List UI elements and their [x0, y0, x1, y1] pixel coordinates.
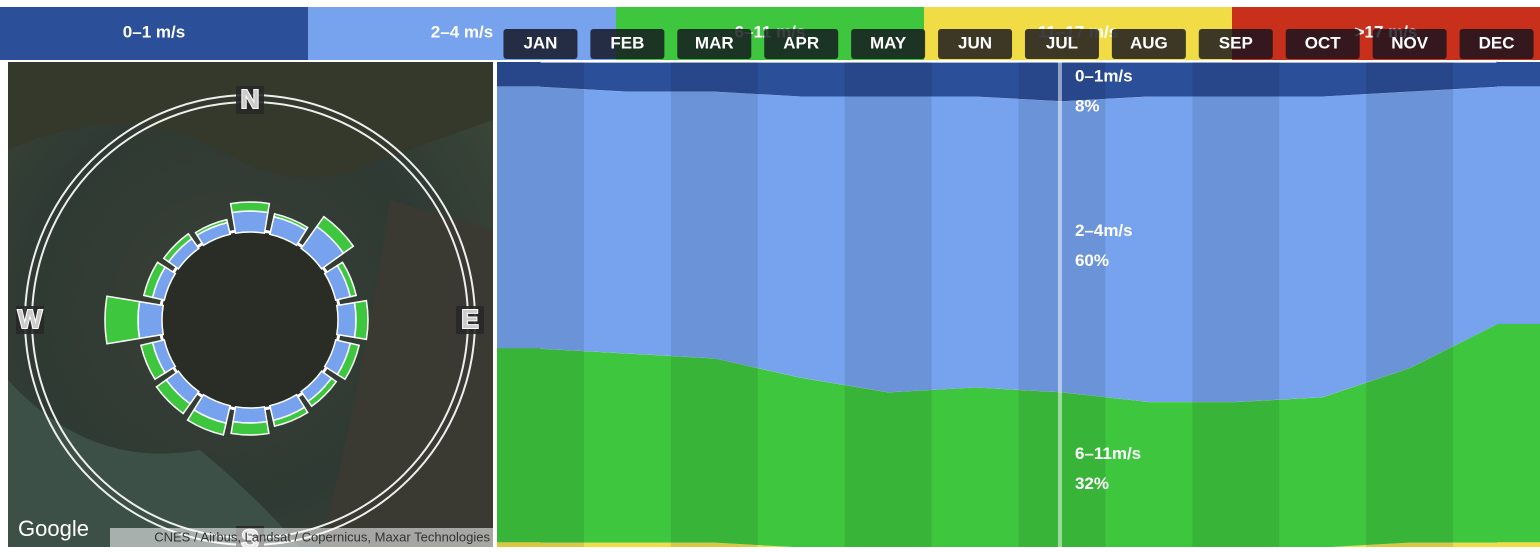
month-label: MAR: [695, 33, 734, 52]
area-edge: [1497, 86, 1540, 324]
rose-segment: [231, 202, 270, 212]
month-stripe: [1192, 62, 1279, 547]
month-label: SEP: [1219, 33, 1253, 52]
rose-segment: [231, 422, 269, 435]
area-edge: [1497, 62, 1540, 86]
month-stripe: [497, 62, 584, 547]
month-label: OCT: [1305, 33, 1342, 52]
rose-segment: [138, 302, 163, 339]
month-label: DEC: [1479, 33, 1515, 52]
rose-segment: [233, 407, 267, 423]
month-label: FEB: [610, 33, 644, 52]
month-stripe: [845, 62, 932, 547]
month-label: AUG: [1130, 33, 1168, 52]
tooltip-label: 0–1m/s: [1075, 66, 1133, 85]
legend-label: 2–4 m/s: [431, 22, 493, 41]
wind-widget: NESW Google CNES / Airbus, Landsat / Cop…: [0, 0, 1540, 547]
month-label: MAY: [870, 33, 907, 52]
month-label: JAN: [523, 33, 557, 52]
rose-segment: [232, 211, 268, 233]
legend-label: 0–1 m/s: [123, 22, 185, 41]
compass-label: N: [241, 84, 260, 114]
map-logo: Google: [18, 516, 89, 541]
compass-label: E: [461, 304, 478, 334]
month-stripe: [671, 62, 758, 547]
tooltip-value: 32%: [1075, 474, 1109, 493]
area-edge: [1497, 542, 1540, 547]
rose-segment: [337, 303, 356, 338]
rose-segment: [105, 296, 140, 344]
map-attribution: CNES / Airbus, Landsat / Copernicus, Max…: [154, 529, 490, 544]
tooltip-label: 6–11m/s: [1075, 444, 1141, 463]
tooltip-value: 60%: [1075, 251, 1109, 270]
compass-label: W: [18, 304, 43, 334]
month-stripe: [1366, 62, 1453, 547]
tooltip-label: 2–4m/s: [1075, 221, 1133, 240]
tooltip-value: 8%: [1075, 96, 1100, 115]
month-label: JUL: [1046, 33, 1078, 52]
month-label: NOV: [1391, 33, 1429, 52]
month-label: JUN: [958, 33, 992, 52]
month-label: APR: [783, 33, 819, 52]
area-edge: [1497, 324, 1540, 542]
rose-segment: [355, 301, 368, 340]
